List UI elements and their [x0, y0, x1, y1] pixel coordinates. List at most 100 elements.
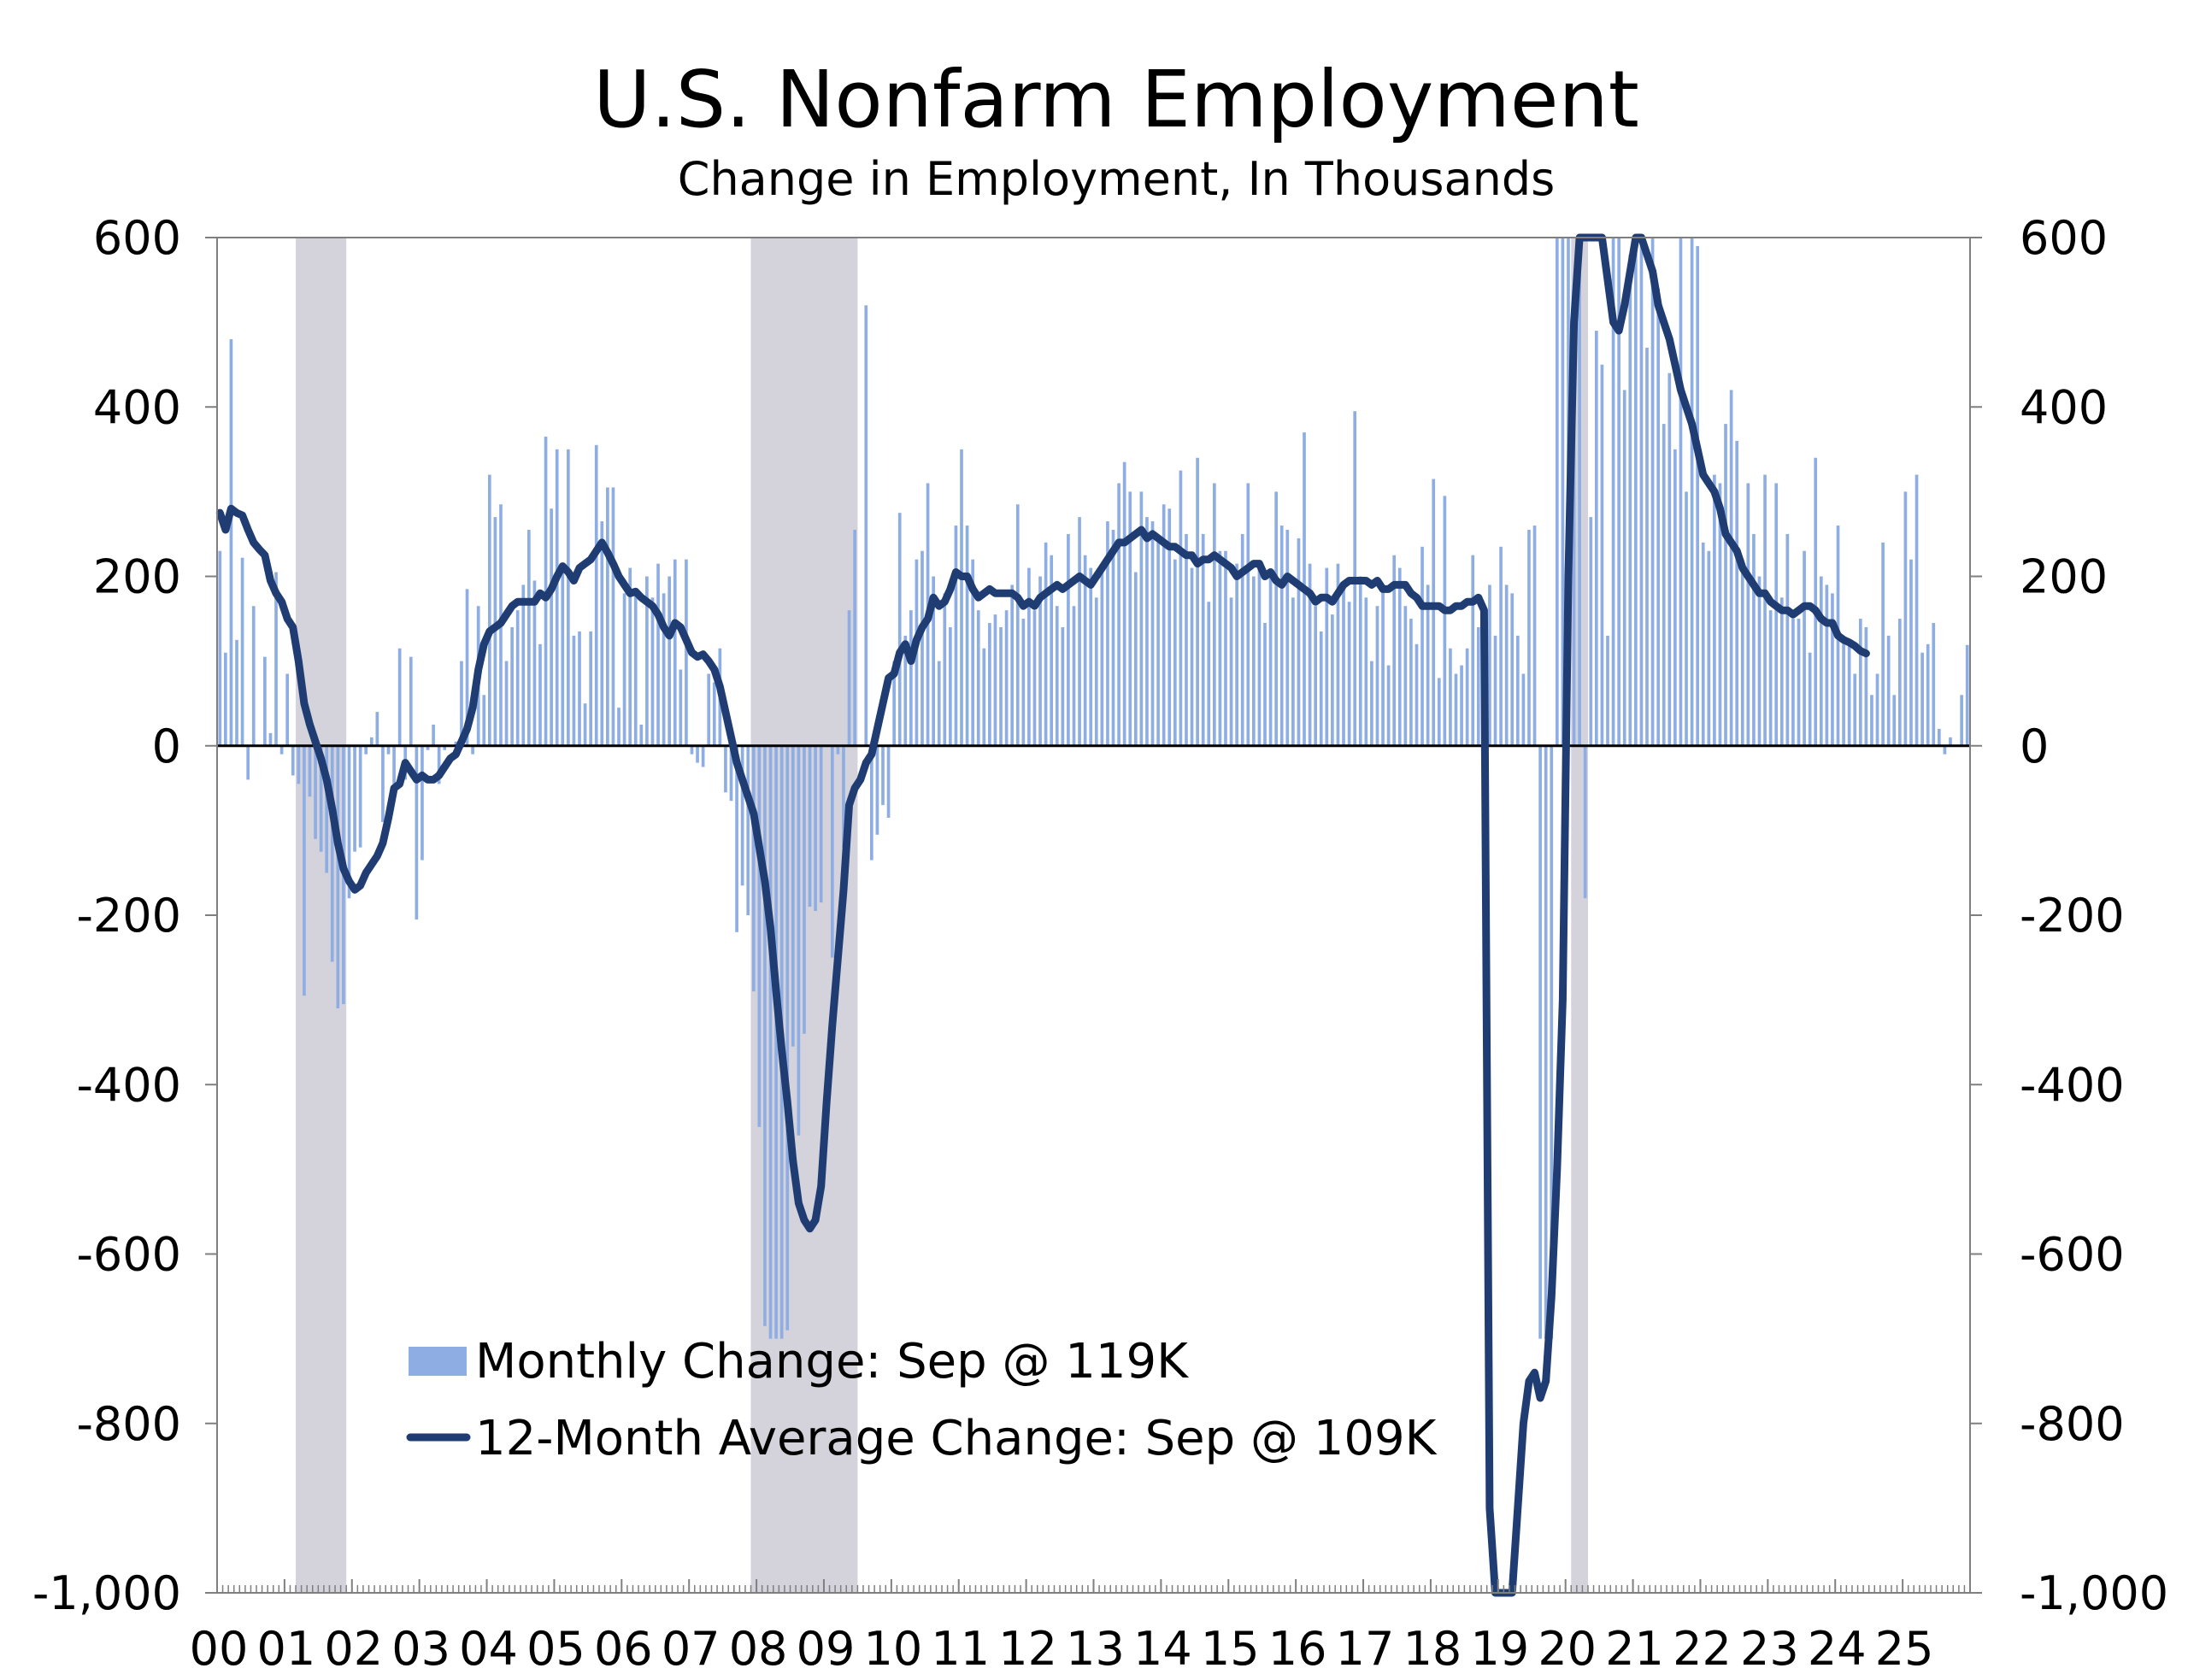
bar — [1268, 576, 1273, 746]
bar — [1325, 567, 1329, 746]
bar — [330, 745, 334, 962]
bar — [1701, 542, 1705, 746]
x-axis-ticks: 00 01 02 03 04 05 06 07 08 09 10 11 12 13 14 15 16 17 18 19… — [190, 1579, 1971, 1676]
bar — [679, 669, 683, 746]
bar — [353, 745, 356, 852]
bar — [701, 745, 705, 767]
bar — [1499, 546, 1503, 746]
bar — [685, 559, 688, 746]
bar — [1583, 745, 1587, 899]
bar — [600, 521, 604, 746]
bar — [960, 449, 963, 746]
bar — [1768, 610, 1773, 746]
bar — [1825, 584, 1829, 746]
bar — [572, 635, 576, 746]
x-tick-label: 05 — [526, 1622, 585, 1676]
x-tick-label: 12 — [998, 1622, 1057, 1676]
bar — [622, 593, 626, 746]
bar — [1128, 491, 1132, 746]
bar — [1488, 584, 1491, 746]
bar — [279, 745, 284, 755]
y-axis-right-ticks: 600 400 200 0 -200 -400 -600 -800 -1,000 — [1970, 211, 2168, 1620]
bar — [432, 724, 435, 746]
bar — [1791, 619, 1795, 746]
bar — [1381, 584, 1385, 746]
x-tick-label: 06 — [594, 1622, 653, 1676]
y-tick-label-left: -1,000 — [32, 1566, 181, 1620]
bar — [1679, 238, 1683, 746]
bar — [785, 745, 790, 1330]
bar — [1735, 440, 1739, 746]
bar — [1634, 238, 1638, 746]
bar — [1493, 635, 1497, 746]
chart-title: U.S. Nonfarm Employment — [593, 54, 1639, 145]
bar — [819, 745, 823, 903]
bar — [1881, 542, 1885, 746]
bar — [1667, 373, 1672, 746]
bar — [1943, 745, 1947, 755]
bar — [504, 661, 509, 746]
bar — [1274, 491, 1278, 746]
bar — [1538, 745, 1542, 1339]
bar — [527, 529, 531, 746]
y-tick-label-left: 0 — [152, 720, 181, 773]
bar — [1803, 550, 1806, 746]
bar — [1257, 567, 1262, 746]
x-tick-label: 14 — [1133, 1622, 1192, 1676]
bar — [1089, 567, 1093, 746]
bar — [1544, 745, 1548, 1339]
bar — [797, 745, 801, 1136]
bar — [1561, 238, 1565, 746]
bar — [471, 745, 474, 755]
bar — [1909, 559, 1913, 746]
y-tick-label-right: 400 — [2020, 380, 2108, 434]
bar — [1235, 563, 1238, 746]
bar — [1589, 517, 1593, 746]
bar — [1707, 550, 1711, 746]
bar — [937, 661, 941, 746]
bar — [673, 559, 677, 746]
bar — [1814, 457, 1818, 746]
bar — [1797, 619, 1801, 746]
bar — [1190, 567, 1194, 746]
bar — [1168, 508, 1172, 746]
bar — [1331, 614, 1334, 746]
bar — [1212, 483, 1216, 746]
x-tick-label: 01 — [257, 1622, 316, 1676]
bar — [971, 559, 975, 746]
plot-frame — [216, 237, 1971, 1594]
bar — [487, 474, 491, 746]
bar — [897, 513, 902, 746]
x-tick-label: 20 — [1538, 1622, 1597, 1676]
bar — [712, 682, 716, 746]
y-tick-label-right: -1,000 — [2020, 1566, 2168, 1620]
bar — [903, 635, 908, 746]
bar — [836, 745, 840, 755]
bar — [1392, 555, 1397, 746]
bar — [240, 557, 244, 746]
bar — [1032, 610, 1037, 746]
bar — [633, 593, 638, 746]
bar — [707, 673, 711, 746]
bar — [1515, 635, 1520, 746]
bar — [1004, 610, 1009, 746]
bar — [808, 745, 812, 908]
y-tick-label-left: -600 — [76, 1228, 181, 1282]
bar — [982, 648, 986, 746]
bar — [1319, 631, 1323, 746]
x-tick-label: 24 — [1808, 1622, 1867, 1676]
bar — [1886, 635, 1891, 746]
x-tick-label: 25 — [1875, 1622, 1934, 1676]
x-tick-label: 15 — [1201, 1622, 1260, 1676]
bar — [763, 745, 767, 1326]
x-tick-label: 11 — [931, 1622, 990, 1676]
chart-subtitle: Change in Employment, In Thousands — [678, 152, 1556, 206]
bar — [319, 745, 323, 852]
bar — [886, 745, 891, 819]
bar — [1853, 673, 1857, 746]
bar — [1179, 470, 1183, 746]
bar — [1426, 584, 1430, 746]
bar — [1370, 661, 1373, 746]
bar — [1067, 533, 1070, 746]
